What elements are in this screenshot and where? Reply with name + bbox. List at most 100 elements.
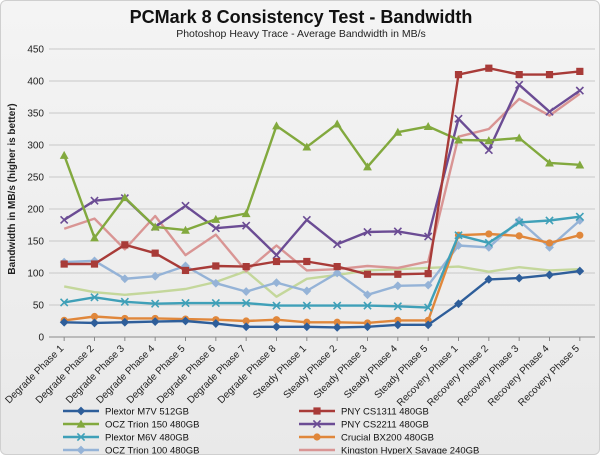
series-layer bbox=[59, 64, 585, 332]
data-point bbox=[333, 263, 341, 271]
x-tick-label: Steady Phase 1 bbox=[251, 343, 309, 401]
legend-swatch-marker bbox=[76, 432, 86, 442]
data-point bbox=[454, 241, 463, 250]
data-point bbox=[211, 214, 221, 223]
legend-label: Kingston HyperX Savage 240GB bbox=[341, 446, 479, 455]
data-point bbox=[241, 287, 251, 296]
data-point bbox=[90, 260, 99, 268]
series-line bbox=[64, 66, 580, 276]
data-point bbox=[363, 301, 372, 310]
series-plextor-m6v-480gb bbox=[60, 212, 584, 312]
y-axis-label: Bandwidth in MB/s (higher is better) bbox=[7, 103, 18, 274]
legend-entry: Plextor M6V 480GB bbox=[63, 433, 189, 444]
data-point bbox=[60, 260, 68, 268]
series-line bbox=[63, 265, 580, 298]
grid-layer bbox=[49, 48, 595, 338]
data-point bbox=[90, 196, 99, 205]
data-point bbox=[484, 275, 494, 284]
data-point bbox=[121, 241, 129, 249]
data-point bbox=[545, 71, 554, 79]
data-point bbox=[60, 215, 69, 225]
data-point bbox=[393, 320, 403, 330]
data-point bbox=[241, 209, 251, 218]
data-point bbox=[181, 316, 190, 326]
x-tick-label: Steady Phase 2 bbox=[282, 343, 340, 401]
legend-entry: PNY CS1311 480GB bbox=[299, 407, 429, 418]
legend-swatch-marker bbox=[76, 445, 86, 454]
data-point bbox=[545, 107, 554, 116]
legend-swatch-marker bbox=[76, 406, 86, 416]
data-point bbox=[454, 71, 463, 79]
data-point bbox=[515, 71, 523, 79]
data-point bbox=[484, 238, 493, 248]
data-point bbox=[575, 212, 584, 221]
data-point bbox=[363, 290, 372, 300]
data-point bbox=[211, 319, 221, 328]
data-point bbox=[272, 250, 281, 260]
data-point bbox=[120, 317, 130, 327]
series-ocz-trion-150-480gb bbox=[59, 119, 585, 242]
data-point bbox=[302, 142, 312, 151]
data-point bbox=[545, 270, 554, 280]
series-unlabeled bbox=[63, 265, 580, 298]
legend-label: PNY CS1311 480GB bbox=[341, 407, 429, 418]
data-point bbox=[242, 221, 251, 230]
data-point bbox=[150, 317, 160, 327]
data-point bbox=[90, 318, 99, 328]
data-point bbox=[332, 268, 342, 278]
series-ocz-trion-100-480gb bbox=[59, 216, 585, 300]
data-point bbox=[211, 278, 221, 288]
legend-label: Plextor M6V 480GB bbox=[105, 433, 189, 444]
data-point bbox=[545, 216, 554, 225]
y-tick-label: 0 bbox=[38, 333, 44, 344]
legend-entry: Kingston HyperX Savage 240GB bbox=[299, 446, 479, 455]
y-tick-label: 300 bbox=[27, 141, 44, 152]
data-point bbox=[242, 317, 250, 325]
data-point bbox=[576, 67, 584, 75]
data-point bbox=[272, 316, 281, 324]
y-tick-label: 350 bbox=[27, 109, 44, 120]
data-point bbox=[120, 193, 130, 202]
legend-entry: OCZ Trion 100 480GB bbox=[63, 445, 200, 454]
data-point bbox=[484, 136, 494, 145]
data-point bbox=[515, 218, 524, 227]
data-point bbox=[90, 293, 99, 302]
y-tick-label: 250 bbox=[27, 173, 44, 184]
data-point bbox=[59, 317, 69, 327]
data-point bbox=[515, 232, 523, 240]
data-point bbox=[484, 145, 493, 155]
data-point bbox=[515, 80, 524, 90]
data-point bbox=[424, 270, 432, 278]
y-tick-label: 150 bbox=[27, 237, 44, 248]
data-point bbox=[514, 273, 524, 283]
data-point bbox=[120, 297, 129, 306]
data-point bbox=[394, 316, 402, 324]
data-point bbox=[485, 64, 493, 72]
legend-swatch-marker bbox=[76, 419, 86, 428]
data-point bbox=[423, 320, 433, 330]
data-point bbox=[272, 278, 281, 287]
data-point bbox=[151, 299, 160, 308]
legend-label: OCZ Trion 150 480GB bbox=[105, 420, 200, 431]
y-tick-label: 100 bbox=[27, 269, 44, 280]
legend: Plextor M7V 512GB PNY CS1311 480GB OCZ Tri… bbox=[63, 406, 479, 455]
legend-entry: Crucial BX200 480GB bbox=[299, 433, 434, 444]
data-point bbox=[454, 299, 463, 309]
data-point bbox=[424, 303, 433, 312]
data-point bbox=[454, 114, 463, 123]
data-point bbox=[211, 224, 220, 233]
data-point bbox=[272, 121, 281, 130]
data-point bbox=[575, 160, 585, 169]
data-point bbox=[90, 233, 99, 242]
series-line bbox=[64, 215, 580, 309]
legend-swatch-marker bbox=[312, 419, 322, 429]
data-point bbox=[60, 298, 69, 307]
data-point bbox=[302, 301, 311, 310]
data-point bbox=[272, 257, 281, 266]
data-point bbox=[394, 270, 402, 278]
series-line bbox=[64, 232, 581, 325]
data-point bbox=[332, 323, 342, 332]
x-tick-label: Steady Phase 3 bbox=[312, 343, 370, 401]
